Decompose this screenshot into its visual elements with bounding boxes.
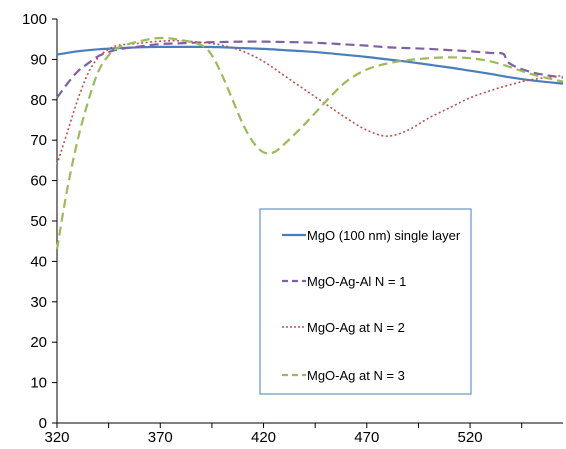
y-tick-label: 30 xyxy=(30,294,47,311)
x-tick-label: 470 xyxy=(354,429,379,446)
legend: MgO (100 nm) single layer MgO-Ag-Al N = 1… xyxy=(259,208,472,395)
y-tick-label: 10 xyxy=(30,375,47,392)
series-line-3 xyxy=(56,39,564,165)
legend-label-2: MgO-Ag-Al N = 1 xyxy=(307,274,406,289)
y-tick-label: 60 xyxy=(30,173,47,190)
legend-label-1: MgO (100 nm) single layer xyxy=(307,228,461,243)
x-tick-label: 370 xyxy=(148,429,173,446)
y-tick-label: 90 xyxy=(30,51,47,68)
y-tick-label: 100 xyxy=(22,11,47,28)
y-tick-label: 50 xyxy=(30,213,47,230)
y-tick-label: 70 xyxy=(30,132,47,149)
axes: 0 10 20 30 40 50 60 70 80 90 100 320 370 420 470 520 xyxy=(22,11,563,446)
y-tick-label: 40 xyxy=(30,253,47,270)
legend-box xyxy=(259,208,472,395)
x-tick-label: 520 xyxy=(458,429,483,446)
series-line-4 xyxy=(55,36,564,250)
legend-label-4: MgO-Ag at N = 3 xyxy=(307,368,405,383)
series-layer xyxy=(55,36,564,250)
x-tick-label: 320 xyxy=(44,429,69,446)
x-tick-label: 420 xyxy=(251,429,276,446)
y-tick-label: 80 xyxy=(30,92,47,109)
y-tick-label: 0 xyxy=(39,415,47,432)
legend-label-3: MgO-Ag at N = 2 xyxy=(307,320,405,335)
y-tick-label: 20 xyxy=(30,334,47,351)
series-line-2 xyxy=(56,40,564,99)
